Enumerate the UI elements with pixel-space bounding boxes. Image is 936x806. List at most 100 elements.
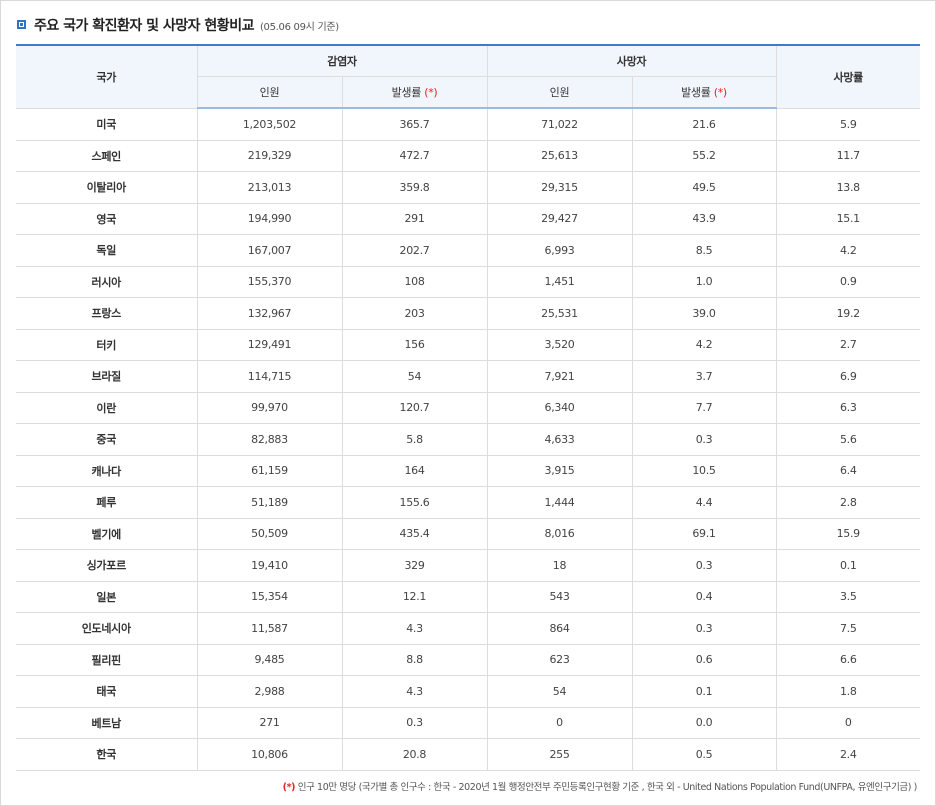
cell-infected-persons: 9,485 (196, 643, 343, 676)
cell-deaths-rate: 49.5 (631, 171, 777, 204)
header-deaths: 사망자 (486, 44, 777, 77)
cell-infected-rate: 5.8 (341, 423, 488, 456)
cell-infected-persons: 1,203,502 (196, 107, 343, 141)
cell-infected-rate: 359.8 (341, 171, 488, 204)
cell-deaths-persons: 29,315 (486, 171, 633, 204)
cell-country: 필리핀 (16, 643, 198, 676)
cell-deaths-rate: 7.7 (631, 391, 777, 424)
cell-fatality: 2.7 (775, 328, 920, 361)
cell-infected-persons: 15,354 (196, 580, 343, 613)
cell-infected-rate: 4.3 (341, 612, 488, 645)
cell-country: 이탈리아 (16, 171, 198, 204)
cell-deaths-persons: 623 (486, 643, 633, 676)
cell-deaths-rate: 10.5 (631, 454, 777, 487)
cell-infected-rate: 329 (341, 549, 488, 582)
cell-deaths-rate: 21.6 (631, 107, 777, 141)
cell-infected-rate: 291 (341, 202, 488, 235)
cell-infected-persons: 132,967 (196, 297, 343, 330)
cell-infected-persons: 271 (196, 706, 343, 739)
table-row: 독일 167,007 202.7 6,993 8.5 4.2 (16, 234, 920, 267)
cell-deaths-persons: 543 (486, 580, 633, 613)
cell-deaths-persons: 864 (486, 612, 633, 645)
table-row: 터키 129,491 156 3,520 4.2 2.7 (16, 328, 920, 361)
cell-country: 중국 (16, 423, 198, 456)
header-infected: 감염자 (196, 44, 488, 77)
cell-infected-persons: 194,990 (196, 202, 343, 235)
cell-infected-rate: 4.3 (341, 675, 488, 708)
cell-infected-rate: 54 (341, 360, 488, 393)
footnote-text: 인구 10만 명당 (국가별 총 인구수 : 한국 - 2020년 1월 행정안… (295, 782, 918, 793)
cell-country: 한국 (16, 738, 198, 771)
cell-deaths-rate: 39.0 (631, 297, 777, 330)
cell-deaths-persons: 71,022 (486, 107, 633, 141)
cell-fatality: 6.3 (775, 391, 920, 424)
cell-deaths-persons: 6,340 (486, 391, 633, 424)
table-row: 캐나다 61,159 164 3,915 10.5 6.4 (16, 454, 920, 487)
header-infected-persons: 인원 (197, 76, 343, 109)
cell-infected-rate: 8.8 (341, 643, 488, 676)
cell-deaths-rate: 4.4 (631, 486, 777, 519)
table-row: 영국 194,990 291 29,427 43.9 15.1 (16, 202, 920, 235)
cell-fatality: 11.7 (775, 139, 920, 172)
cell-deaths-rate: 0.3 (631, 423, 777, 456)
cell-fatality: 15.1 (775, 202, 920, 235)
table-row: 브라질 114,715 54 7,921 3.7 6.9 (16, 360, 920, 393)
cell-country: 독일 (16, 234, 198, 267)
table-row: 이탈리아 213,013 359.8 29,315 49.5 13.8 (16, 171, 920, 204)
cell-fatality: 4.2 (775, 234, 920, 267)
cell-infected-rate: 203 (341, 297, 488, 330)
cell-infected-rate: 202.7 (341, 234, 488, 267)
cell-deaths-rate: 55.2 (631, 139, 777, 172)
cell-fatality: 0.1 (775, 549, 920, 582)
cell-deaths-rate: 4.2 (631, 328, 777, 361)
cell-fatality: 19.2 (775, 297, 920, 330)
table-row: 베트남 271 0.3 0 0.0 0 (16, 706, 920, 739)
cell-infected-persons: 82,883 (196, 423, 343, 456)
cell-fatality: 0 (775, 706, 920, 739)
cell-infected-rate: 155.6 (341, 486, 488, 519)
cell-deaths-persons: 54 (486, 675, 633, 708)
cell-deaths-persons: 8,016 (486, 517, 633, 550)
cell-infected-persons: 213,013 (196, 171, 343, 204)
table-header-row: 국가 감염자 사망자 사망률 (16, 44, 920, 109)
table-row: 러시아 155,370 108 1,451 1.0 0.9 (16, 265, 920, 298)
cell-deaths-persons: 25,531 (486, 297, 633, 330)
cell-deaths-rate: 0.6 (631, 643, 777, 676)
cell-deaths-persons: 18 (486, 549, 633, 582)
cell-deaths-rate: 0.3 (631, 612, 777, 645)
cell-deaths-persons: 1,444 (486, 486, 633, 519)
cell-country: 캐나다 (16, 454, 198, 487)
table-row: 싱가포르 19,410 329 18 0.3 0.1 (16, 549, 920, 582)
cell-deaths-rate: 0.3 (631, 549, 777, 582)
cell-country: 이란 (16, 391, 198, 424)
cell-country: 싱가포르 (16, 549, 198, 582)
cell-fatality: 15.9 (775, 517, 920, 550)
cell-deaths-rate: 0.0 (631, 706, 777, 739)
cell-infected-rate: 164 (341, 454, 488, 487)
cell-infected-persons: 51,189 (196, 486, 343, 519)
cell-country: 스페인 (16, 139, 198, 172)
cell-deaths-rate: 0.1 (631, 675, 777, 708)
cell-infected-persons: 19,410 (196, 549, 343, 582)
table-row: 중국 82,883 5.8 4,633 0.3 5.6 (16, 423, 920, 456)
cell-infected-rate: 0.3 (341, 706, 488, 739)
cell-deaths-persons: 1,451 (486, 265, 633, 298)
cell-country: 러시아 (16, 265, 198, 298)
cell-deaths-persons: 0 (486, 706, 633, 739)
cell-country: 인도네시아 (16, 612, 198, 645)
cell-infected-rate: 365.7 (341, 107, 488, 141)
cell-country: 영국 (16, 202, 198, 235)
table-row: 필리핀 9,485 8.8 623 0.6 6.6 (16, 643, 920, 676)
cell-country: 베트남 (16, 706, 198, 739)
cell-infected-persons: 10,806 (196, 738, 343, 771)
cell-infected-rate: 108 (341, 265, 488, 298)
cell-country: 터키 (16, 328, 198, 361)
cell-infected-rate: 20.8 (341, 738, 488, 771)
cell-deaths-rate: 0.4 (631, 580, 777, 613)
cell-country: 페루 (16, 486, 198, 519)
cell-infected-persons: 129,491 (196, 328, 343, 361)
cell-deaths-rate: 1.0 (631, 265, 777, 298)
country-stats-table: 국가 감염자 사망자 사망률 인원 발생률 (*) 인원 발생률 (*) 미국 1… (16, 44, 920, 771)
cell-deaths-persons: 7,921 (486, 360, 633, 393)
cell-country: 태국 (16, 675, 198, 708)
